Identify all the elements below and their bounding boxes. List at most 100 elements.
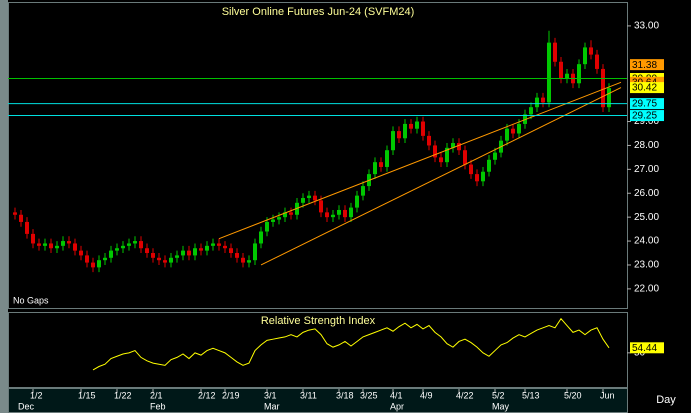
candle-body: [253, 243, 257, 261]
candle-body: [565, 73, 569, 79]
candle-body: [601, 68, 605, 108]
candle-body: [595, 54, 599, 69]
candle-body: [187, 250, 191, 256]
candle-body: [181, 250, 185, 256]
candle-body: [175, 255, 179, 258]
y-tick-label: 28.00: [634, 140, 659, 151]
candle-body: [103, 257, 107, 261]
candle-body: [373, 162, 377, 175]
candle-body: [217, 243, 221, 246]
candle-body: [361, 186, 365, 196]
rsi-readout-box: [630, 342, 664, 354]
candle-body: [37, 243, 41, 246]
candle-body: [229, 248, 233, 254]
date-label: 3/18: [336, 390, 354, 400]
level-marker: [630, 59, 664, 71]
candle-body: [145, 248, 149, 254]
candle-body: [313, 195, 317, 201]
rsi-title: Relative Strength Index: [261, 315, 376, 327]
candle-body: [379, 162, 383, 167]
candle-body: [265, 221, 269, 232]
candle-body: [115, 248, 119, 251]
candle-body: [79, 250, 83, 256]
candle-body: [25, 221, 29, 234]
candle-body: [271, 219, 275, 222]
candle-body: [193, 248, 197, 256]
y-tick-label: 22.00: [634, 284, 659, 295]
level-label: 30.42: [632, 83, 657, 94]
candle-body: [433, 145, 437, 158]
candle-body: [199, 248, 203, 251]
candle-body: [391, 131, 395, 151]
candle-body: [151, 253, 155, 258]
candle-body: [31, 233, 35, 244]
candle-body: [577, 64, 581, 84]
candle-body: [301, 198, 305, 203]
left-strip: [0, 0, 8, 413]
candle-body: [445, 147, 449, 163]
candle-body: [607, 88, 611, 108]
y-tick-label: 24.00: [634, 236, 659, 247]
candle-body: [463, 150, 467, 165]
chart-title: Silver Online Futures Jun-24 (SVFM24): [222, 6, 415, 18]
candle-body: [493, 152, 497, 160]
date-label: 3/11: [300, 390, 317, 400]
level-label: 29.75: [632, 99, 657, 110]
date-label: 1/2: [30, 390, 43, 400]
date-label: 2/12: [198, 390, 216, 400]
date-label: 5/20: [564, 390, 582, 400]
y-tick-label: 27.00: [634, 164, 659, 175]
candle-body: [325, 212, 329, 218]
candle-body: [559, 61, 563, 79]
candle-body: [331, 214, 335, 218]
candle-body: [337, 209, 341, 215]
candle-body: [43, 243, 47, 246]
month-label: Mar: [264, 401, 280, 411]
candle-body: [427, 135, 431, 146]
candle-body: [397, 131, 401, 139]
candle-body: [19, 214, 23, 222]
candle-body: [415, 121, 419, 129]
candle-body: [385, 150, 389, 167]
date-label: 5/2: [492, 390, 505, 400]
y-tick-label: 26.00: [634, 188, 659, 199]
candle-body: [97, 260, 101, 268]
period: Day: [656, 394, 676, 406]
candle-body: [469, 164, 473, 175]
trendline: [218, 81, 622, 240]
candle-body: [535, 97, 539, 108]
candle-body: [157, 257, 161, 261]
candle-body: [283, 212, 287, 218]
candle-body: [451, 143, 455, 148]
month-label: Dec: [18, 401, 35, 411]
rsi-readout: 54.44: [632, 343, 657, 354]
date-label: 1/22: [114, 390, 132, 400]
candle-body: [553, 42, 557, 62]
month-label: Apr: [390, 401, 404, 411]
y-tick-label: 33.00: [634, 21, 659, 32]
date-label: 2/19: [222, 390, 240, 400]
candle-body: [163, 260, 167, 263]
candle-body: [517, 123, 521, 134]
candle-body: [343, 209, 347, 218]
candle-body: [277, 217, 281, 220]
candle-body: [457, 143, 461, 151]
candle-body: [547, 42, 551, 103]
candle-body: [169, 257, 173, 263]
candle-body: [319, 200, 323, 213]
candle-body: [85, 255, 89, 263]
candle-body: [205, 245, 209, 251]
candle-body: [49, 243, 53, 249]
candle-body: [421, 121, 425, 136]
level-label: 29.25: [632, 111, 657, 122]
candle-body: [91, 262, 95, 268]
candle-body: [121, 245, 125, 249]
month-label: Feb: [150, 401, 166, 411]
candle-body: [439, 157, 443, 163]
date-axis: [8, 388, 628, 413]
date-label: Jun: [600, 390, 615, 400]
candle-body: [139, 241, 143, 249]
date-label: 5/13: [522, 390, 540, 400]
candle-body: [589, 47, 593, 55]
